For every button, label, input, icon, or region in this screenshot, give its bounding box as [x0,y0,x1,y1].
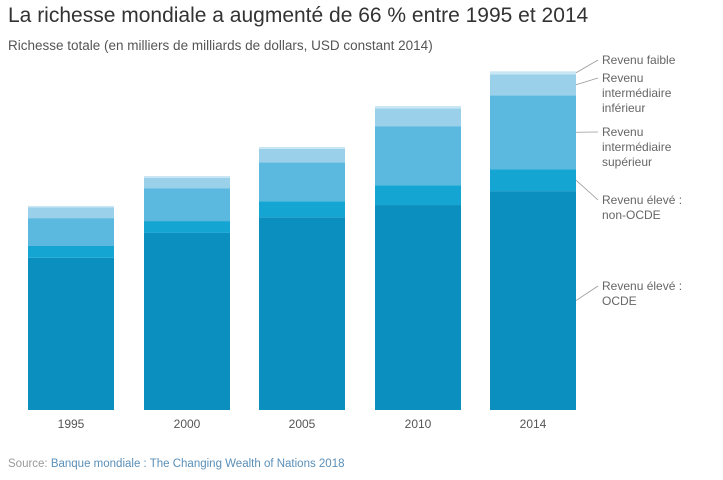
legend-label: Revenu [602,71,643,85]
x-tick-label: 2000 [174,417,201,431]
legend-leader-line [575,285,599,301]
bar-segment [490,71,576,75]
legend-label: intermédiaire [602,86,672,100]
bar-segment [490,191,576,410]
bar-segment [259,149,345,163]
legend-label: Revenu faible [602,53,676,67]
bar-segment [28,207,114,219]
bar-segment [490,169,576,192]
x-tick-label: 2005 [289,417,316,431]
legend-label: intermédiaire [602,140,672,154]
source-note: Source: Banque mondiale : The Changing W… [8,458,345,470]
bar-segment [259,146,345,150]
chart-subtitle: Richesse totale (en milliers de milliard… [8,38,433,53]
legend-label: Revenu élevé : [602,279,682,293]
x-tick-label: 1995 [58,417,85,431]
legend-label: supérieur [602,155,652,169]
bar-segment [144,221,230,233]
legend-label: inférieur [602,101,645,115]
legend-label: Revenu [602,125,643,139]
source-prefix: Source: [8,458,51,470]
bar-segment [375,205,461,410]
bar-segment [144,177,230,189]
legend-label: Revenu élevé : [602,193,682,207]
bar-segment [28,218,114,246]
bar-segment [375,185,461,206]
bar-segment [259,201,345,218]
legend-label: OCDE [602,294,637,308]
legend-leader-line [575,59,599,74]
chart-title: La richesse mondiale a augmenté de 66 % … [8,4,589,27]
bar-segment [28,257,114,410]
source-link[interactable]: Banque mondiale : The Changing Wealth of… [50,458,345,470]
bar-segment [490,95,576,170]
legend-leader-line [575,179,599,201]
x-tick-label: 2014 [520,417,547,431]
bar-segment [375,108,461,127]
bar-segment [144,232,230,410]
bar-segment [28,245,114,258]
bar-segment [490,74,576,96]
bar-segment [375,105,461,109]
bar-segment [259,217,345,410]
bar-segment [259,162,345,202]
bar-segment [28,205,114,208]
bar-segment [375,126,461,186]
x-tick-label: 2010 [405,417,432,431]
bar-segment [144,175,230,178]
bar-segment [144,188,230,222]
legend-label: non-OCDE [602,208,661,222]
legend-leader-line [575,77,599,86]
